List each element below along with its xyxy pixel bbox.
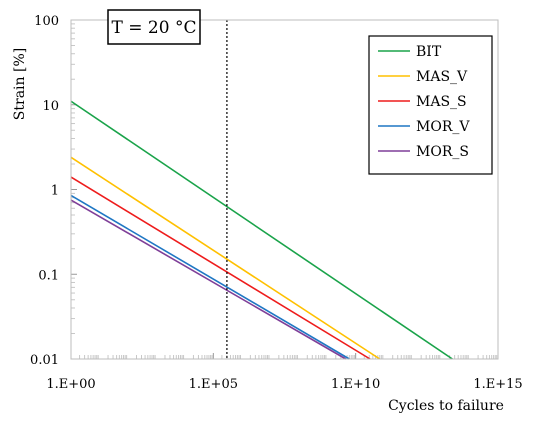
- x-tick-label: 1.E+05: [189, 377, 238, 392]
- legend: BIT MAS_V MAS_S MOR_V MOR_S: [368, 35, 493, 175]
- legend-label-bit: BIT: [416, 44, 442, 60]
- x-tick-labels: 1.E+00 1.E+05 1.E+10 1.E+15: [46, 377, 522, 392]
- x-axis-label: Cycles to failure: [388, 398, 504, 414]
- legend-label-mas-s: MAS_S: [416, 94, 467, 110]
- temperature-annotation: T = 20 °C: [107, 9, 201, 45]
- x-tick-label: 1.E+00: [46, 377, 95, 392]
- y-tick-label: 0.1: [38, 268, 59, 283]
- series-line-mas-s: [70, 176, 371, 360]
- series-line-mor-s: [70, 199, 347, 360]
- annotation-text: T = 20 °C: [112, 18, 197, 38]
- legend-label-mas-v: MAS_V: [416, 69, 468, 85]
- y-tick-label: 100: [34, 14, 59, 29]
- series-line-mas-v: [70, 156, 381, 360]
- x-major-ticks: [70, 353, 499, 359]
- y-minor-ticks: [71, 23, 75, 334]
- y-tick-label: 0.01: [30, 353, 59, 368]
- series-line-mor-v: [70, 194, 350, 360]
- annotation-box: [107, 9, 201, 45]
- plot-area-frame: [70, 19, 499, 360]
- y-axis-label: Strain [%]: [12, 48, 28, 120]
- y-tick-labels: 0.01 0.1 1 10 100: [30, 14, 59, 368]
- y-tick-label: 1: [51, 184, 59, 199]
- legend-label-mor-v: MOR_V: [416, 119, 470, 135]
- x-minor-ticks: [79, 355, 498, 359]
- x-tick-label: 1.E+10: [331, 377, 380, 392]
- series-lines: [70, 100, 453, 360]
- x-tick-label: 1.E+15: [473, 377, 522, 392]
- y-tick-label: 10: [42, 99, 59, 114]
- legend-label-mor-s: MOR_S: [416, 144, 469, 160]
- series-line-bit: [70, 100, 453, 360]
